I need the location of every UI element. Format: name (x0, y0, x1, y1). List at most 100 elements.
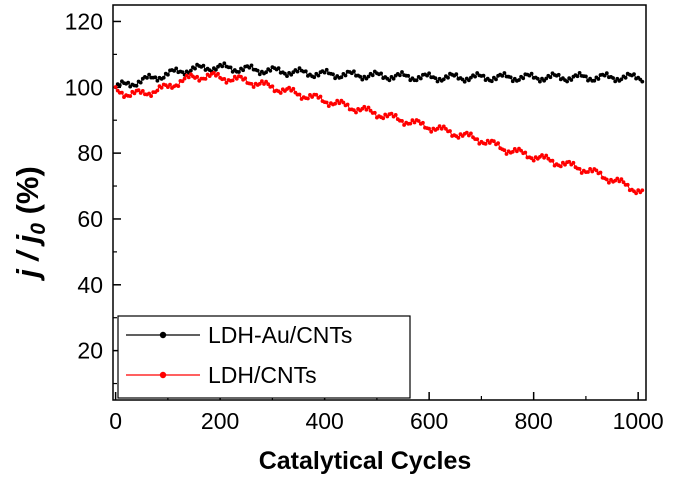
y-axis-title-suffix: (%) (10, 166, 45, 223)
data-point (571, 160, 576, 165)
data-point (607, 180, 611, 185)
data-point (544, 76, 549, 81)
data-point (548, 75, 553, 80)
data-point (418, 76, 423, 81)
data-point (117, 83, 122, 88)
data-point (314, 92, 319, 97)
data-point (234, 76, 239, 81)
data-point (312, 75, 317, 80)
data-point (558, 164, 563, 169)
data-point (324, 100, 329, 105)
data-point (483, 142, 488, 146)
data-point (214, 67, 218, 72)
data-point (567, 159, 572, 164)
data-point (189, 68, 193, 73)
data-point (640, 79, 645, 84)
data-point (398, 73, 402, 78)
data-point (264, 70, 268, 75)
data-point (596, 77, 601, 81)
data-point (193, 66, 197, 71)
data-point (287, 85, 291, 90)
data-point (412, 120, 417, 125)
data-point (619, 77, 624, 82)
x-axis: 0 200 400 600 800 1000 (109, 392, 664, 434)
data-point (494, 77, 498, 82)
data-point (469, 131, 473, 136)
data-point (588, 167, 592, 171)
data-point (324, 67, 329, 72)
data-point (155, 78, 160, 83)
data-point (161, 75, 166, 80)
data-point (492, 139, 496, 144)
data-point (406, 73, 411, 78)
data-point (216, 71, 220, 76)
data-point (341, 100, 346, 105)
data-point (427, 126, 431, 131)
data-point (594, 168, 599, 173)
series-ldh-cnts (113, 70, 645, 196)
data-point (174, 66, 179, 71)
data-point (318, 94, 323, 99)
data-point (575, 74, 580, 79)
data-point (462, 79, 467, 84)
x-axis-title: Catalytical Cycles (259, 447, 472, 475)
data-point (335, 98, 340, 103)
data-point (565, 79, 569, 84)
data-point (295, 69, 300, 74)
data-point (475, 137, 480, 142)
data-point (592, 78, 597, 83)
data-point (427, 71, 431, 76)
data-point (180, 70, 185, 74)
data-point (632, 72, 636, 76)
data-point (297, 92, 302, 97)
y-tick-label: 40 (77, 272, 103, 298)
data-point (429, 129, 434, 134)
data-point (354, 110, 358, 115)
data-point (289, 72, 294, 77)
data-point (613, 79, 618, 84)
data-point (598, 170, 603, 175)
y-tick-label: 20 (77, 338, 103, 364)
data-point (379, 71, 383, 76)
data-point (147, 72, 152, 77)
data-point (120, 90, 124, 95)
x-tick-label: 1000 (613, 408, 664, 434)
data-point (333, 101, 337, 106)
data-point (249, 63, 254, 68)
data-point (619, 177, 624, 182)
data-point (366, 74, 371, 79)
data-point (433, 76, 438, 80)
data-point (243, 76, 248, 81)
legend-label-ldh-au-cnts: LDH-Au/CNTs (208, 322, 352, 348)
data-point (339, 75, 344, 80)
data-point (381, 116, 386, 121)
data-point (149, 94, 154, 98)
data-point (126, 80, 131, 85)
data-point (224, 80, 229, 85)
data-point (615, 176, 620, 181)
data-point (473, 74, 477, 79)
data-point (604, 71, 609, 76)
data-point (113, 85, 118, 89)
data-point (519, 148, 523, 153)
legend-marker-ldh-cnts (159, 371, 167, 379)
y-tick-label: 60 (77, 206, 103, 232)
data-point (278, 91, 283, 95)
data-point (297, 66, 302, 70)
data-point (203, 77, 208, 81)
data-point (408, 121, 413, 126)
data-point (260, 79, 264, 84)
x-tick-label: 400 (305, 408, 343, 434)
data-point (222, 61, 227, 66)
data-point (366, 105, 371, 110)
data-point (502, 71, 507, 75)
data-point (515, 149, 519, 154)
data-point (303, 69, 308, 74)
data-point (266, 82, 271, 87)
data-point (268, 68, 273, 73)
x-tick-label: 0 (109, 408, 122, 434)
data-point (230, 78, 235, 83)
data-point (391, 76, 396, 81)
data-point (285, 74, 289, 78)
data-point (138, 80, 143, 85)
